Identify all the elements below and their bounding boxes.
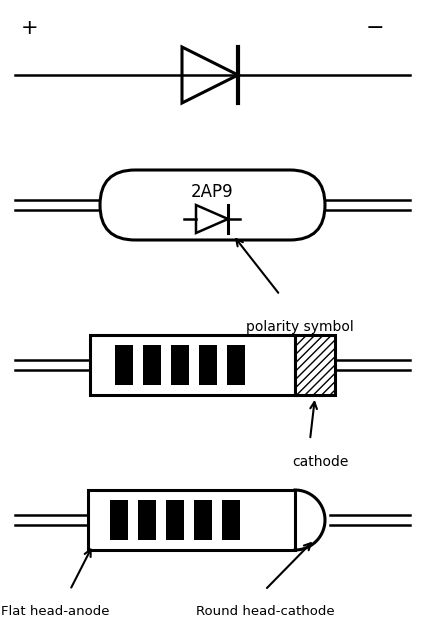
Bar (166, 500, 184, 540)
Bar (143, 345, 161, 385)
Bar (194, 500, 212, 540)
Bar (110, 500, 128, 540)
Bar (90, 335, 295, 395)
Text: cathode: cathode (292, 455, 348, 469)
Text: polarity symbol: polarity symbol (246, 320, 354, 334)
Bar (222, 500, 240, 540)
Bar (138, 500, 156, 540)
Bar (295, 335, 335, 395)
FancyBboxPatch shape (100, 170, 325, 240)
Bar (199, 345, 217, 385)
Text: +: + (21, 18, 39, 38)
Bar (227, 345, 245, 385)
Bar (115, 345, 133, 385)
Bar (88, 490, 295, 550)
Text: −: − (366, 18, 384, 38)
Text: Flat head-anode: Flat head-anode (1, 605, 109, 618)
Text: 2AP9: 2AP9 (191, 183, 233, 201)
Bar (171, 345, 189, 385)
Text: Round head-cathode: Round head-cathode (196, 605, 334, 618)
